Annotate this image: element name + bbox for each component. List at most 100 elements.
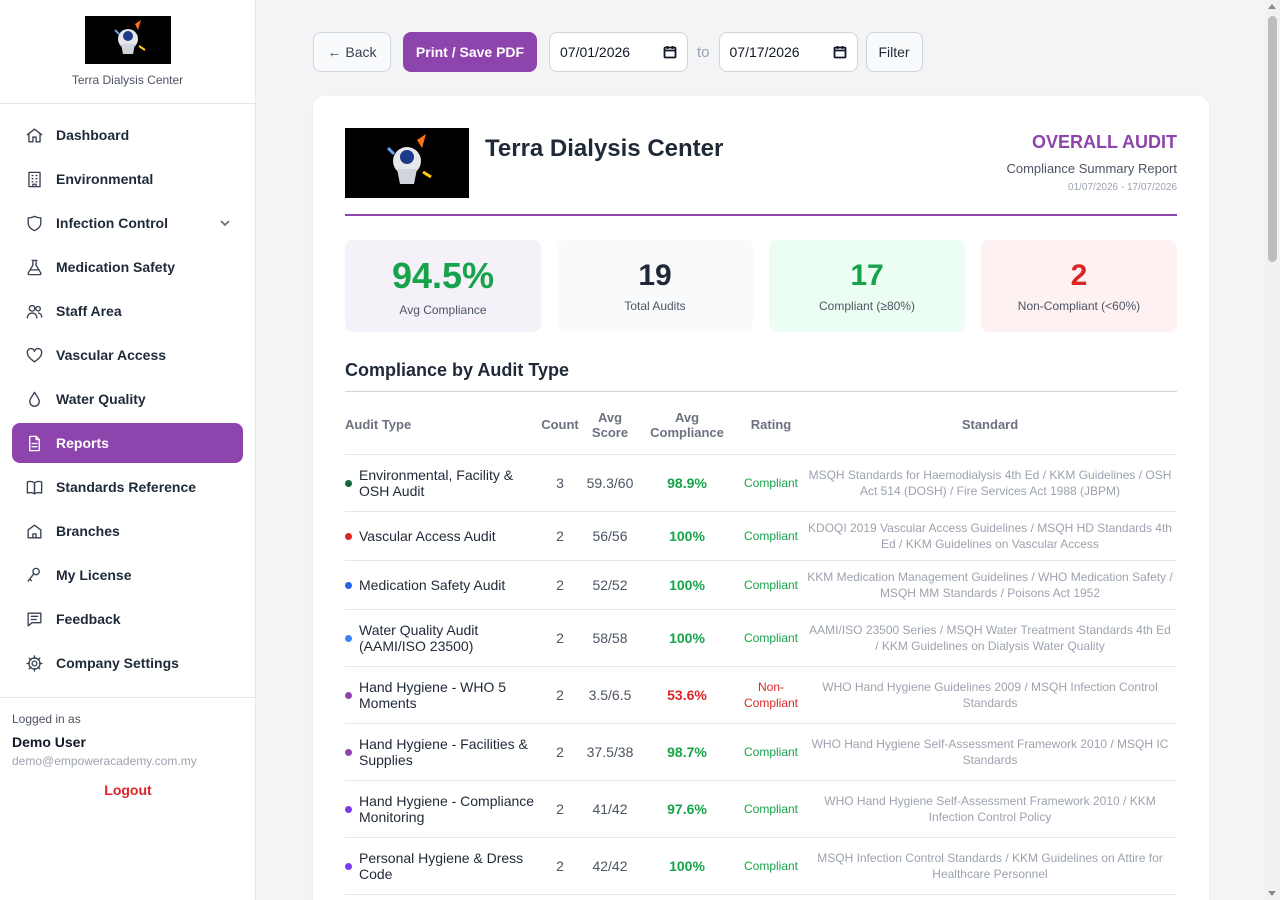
column-header-line: Avg — [674, 409, 700, 425]
table-body: Environmental, Facility & OSH Audit 3 59.3… — [345, 454, 1177, 895]
date-to-input[interactable]: 07/17/2026 — [718, 32, 858, 72]
logout-button[interactable]: Logout — [104, 782, 152, 798]
calendar-icon[interactable] — [663, 45, 677, 59]
shield-icon — [24, 213, 44, 233]
audit-color-dot — [345, 862, 352, 870]
house-icon — [24, 521, 44, 541]
date-to-value: 07/17/2026 — [729, 44, 800, 60]
cell-count: 2 — [535, 837, 585, 895]
cell-avg-compliance: 100% — [635, 837, 739, 895]
user-name: Demo User — [12, 734, 86, 750]
cell-audit-type: Vascular Access Audit — [345, 511, 535, 561]
cell-avg-compliance: 98.9% — [635, 454, 739, 512]
cell-avg-score: 52/52 — [585, 560, 635, 610]
stat-label: Total Audits — [624, 299, 686, 313]
audit-type-label: Hand Hygiene - Compliance Monitoring — [359, 792, 535, 825]
calendar-icon[interactable] — [833, 45, 847, 59]
sidebar-item-reports[interactable]: Reports — [12, 423, 243, 463]
sidebar-item-label: Reports — [56, 435, 109, 451]
cell-audit-type: Hand Hygiene - WHO 5 Moments — [345, 666, 535, 724]
table-row: Personal Hygiene & Dress Code 2 42/42 100% C… — [345, 837, 1177, 895]
report-logo — [345, 128, 469, 198]
cell-audit-type: Water Quality Audit (AAMI/ISO 23500) — [345, 609, 535, 667]
table-row: Hand Hygiene - Facilities & Supplies 2 37.… — [345, 723, 1177, 781]
sidebar-item-feedback[interactable]: Feedback — [12, 599, 243, 639]
cell-avg-compliance: 97.6% — [635, 780, 739, 838]
flask-icon — [24, 257, 44, 277]
cell-audit-type: Personal Hygiene & Dress Code — [345, 837, 535, 895]
audit-color-dot — [345, 532, 352, 540]
sidebar-item-staff-area[interactable]: Staff Area — [12, 291, 243, 331]
sidebar-item-dashboard[interactable]: Dashboard — [12, 115, 243, 155]
stat-compliant: 17 Compliant (≥80%) — [769, 240, 965, 332]
cell-rating: Compliant — [739, 837, 803, 895]
sidebar-item-company-settings[interactable]: Company Settings — [12, 643, 243, 683]
cell-avg-score: 37.5/38 — [585, 723, 635, 781]
report-period: 01/07/2026 - 17/07/2026 — [1068, 182, 1177, 193]
cell-count: 2 — [535, 780, 585, 838]
sidebar-item-label: Medication Safety — [56, 259, 176, 275]
sidebar-item-water-quality[interactable]: Water Quality — [12, 379, 243, 419]
page-scrollbar[interactable] — [1265, 0, 1280, 900]
table-row: Environmental, Facility & OSH Audit 3 59.3… — [345, 454, 1177, 512]
audit-color-dot — [345, 634, 352, 642]
column-header-rating: Rating — [739, 396, 803, 455]
stat-label: Non-Compliant (<60%) — [1017, 299, 1141, 313]
home-icon — [24, 125, 44, 145]
stat-non-compliant: 2 Non-Compliant (<60%) — [981, 240, 1177, 332]
sidebar-item-my-license[interactable]: My License — [12, 555, 243, 595]
users-icon — [24, 301, 44, 321]
print-pdf-button[interactable]: Print / Save PDF — [403, 32, 537, 72]
column-header-line: Score — [591, 424, 629, 440]
report-card: Terra Dialysis Center OVERALL AUDIT Comp… — [313, 96, 1209, 900]
audit-type-label: Environmental, Facility & OSH Audit — [359, 466, 514, 499]
cell-avg-score: 58/58 — [585, 609, 635, 667]
table-row: Hand Hygiene - WHO 5 Moments 2 3.5/6.5 53.6… — [345, 666, 1177, 724]
cell-standard: WHO Hand Hygiene Self-Assessment Framewo… — [803, 723, 1177, 781]
stat-avg-compliance: 94.5% Avg Compliance — [345, 240, 541, 332]
stat-value: 94.5% — [391, 255, 495, 296]
cell-standard: WHO Hand Hygiene Guidelines 2009 / MSQH … — [803, 666, 1177, 724]
cell-avg-compliance: 98.7% — [635, 723, 739, 781]
cell-rating: Compliant — [739, 780, 803, 838]
date-from-input[interactable]: 07/01/2026 — [549, 32, 688, 72]
sidebar-item-environmental[interactable]: Environmental — [12, 159, 243, 199]
back-button[interactable]: ← Back — [313, 32, 391, 72]
scroll-up-icon[interactable] — [1268, 4, 1276, 9]
report-header: Terra Dialysis Center OVERALL AUDIT Comp… — [345, 128, 1177, 216]
audit-type-label: Water Quality Audit (AAMI/ISO 23500) — [359, 621, 479, 654]
audit-color-dot — [345, 805, 352, 813]
cell-standard: MSQH Infection Control Standards / KKM G… — [803, 837, 1177, 895]
sidebar-item-label: Environmental — [56, 171, 154, 187]
sidebar: Terra Dialysis Center Dashboard Environm… — [0, 0, 256, 900]
scroll-down-icon[interactable] — [1268, 891, 1276, 896]
brand: Terra Dialysis Center — [0, 0, 255, 104]
logged-in-label: Logged in as — [12, 712, 81, 726]
sidebar-item-label: Dashboard — [56, 127, 130, 143]
sidebar-item-standards-reference[interactable]: Standards Reference — [12, 467, 243, 507]
heart-icon — [24, 345, 44, 365]
cell-avg-score: 3.5/6.5 — [585, 666, 635, 724]
cell-standard: MSQH Standards for Haemodialysis 4th Ed … — [803, 454, 1177, 512]
cell-standard: WHO Hand Hygiene Self-Assessment Framewo… — [803, 780, 1177, 838]
sidebar-item-branches[interactable]: Branches — [12, 511, 243, 551]
sidebar-item-vascular-access[interactable]: Vascular Access — [12, 335, 243, 375]
audit-type-label: Medication Safety Audit — [359, 576, 506, 593]
stat-value: 19 — [638, 259, 672, 292]
filter-button[interactable]: Filter — [865, 32, 923, 72]
section-title: Compliance by Audit Type — [345, 360, 1177, 392]
cell-rating: Compliant — [739, 609, 803, 667]
cell-rating: Compliant — [739, 560, 803, 610]
cell-standard: KDOQI 2019 Vascular Access Guidelines / … — [803, 511, 1177, 561]
cell-audit-type: Environmental, Facility & OSH Audit — [345, 454, 535, 512]
sidebar-item-infection-control[interactable]: Infection Control — [12, 203, 243, 243]
cell-count: 2 — [535, 511, 585, 561]
audit-color-dot — [345, 691, 352, 699]
audit-type-label: Hand Hygiene - Facilities & Supplies — [359, 735, 528, 768]
sidebar-item-label: Water Quality — [56, 391, 146, 407]
user-panel: Logged in as Demo User demo@empoweracade… — [0, 697, 256, 812]
chevron-down-icon[interactable] — [219, 216, 231, 228]
sidebar-item-medication-safety[interactable]: Medication Safety — [12, 247, 243, 287]
scrollbar-thumb[interactable] — [1268, 16, 1277, 262]
audit-type-label: Personal Hygiene & Dress Code — [359, 849, 524, 882]
